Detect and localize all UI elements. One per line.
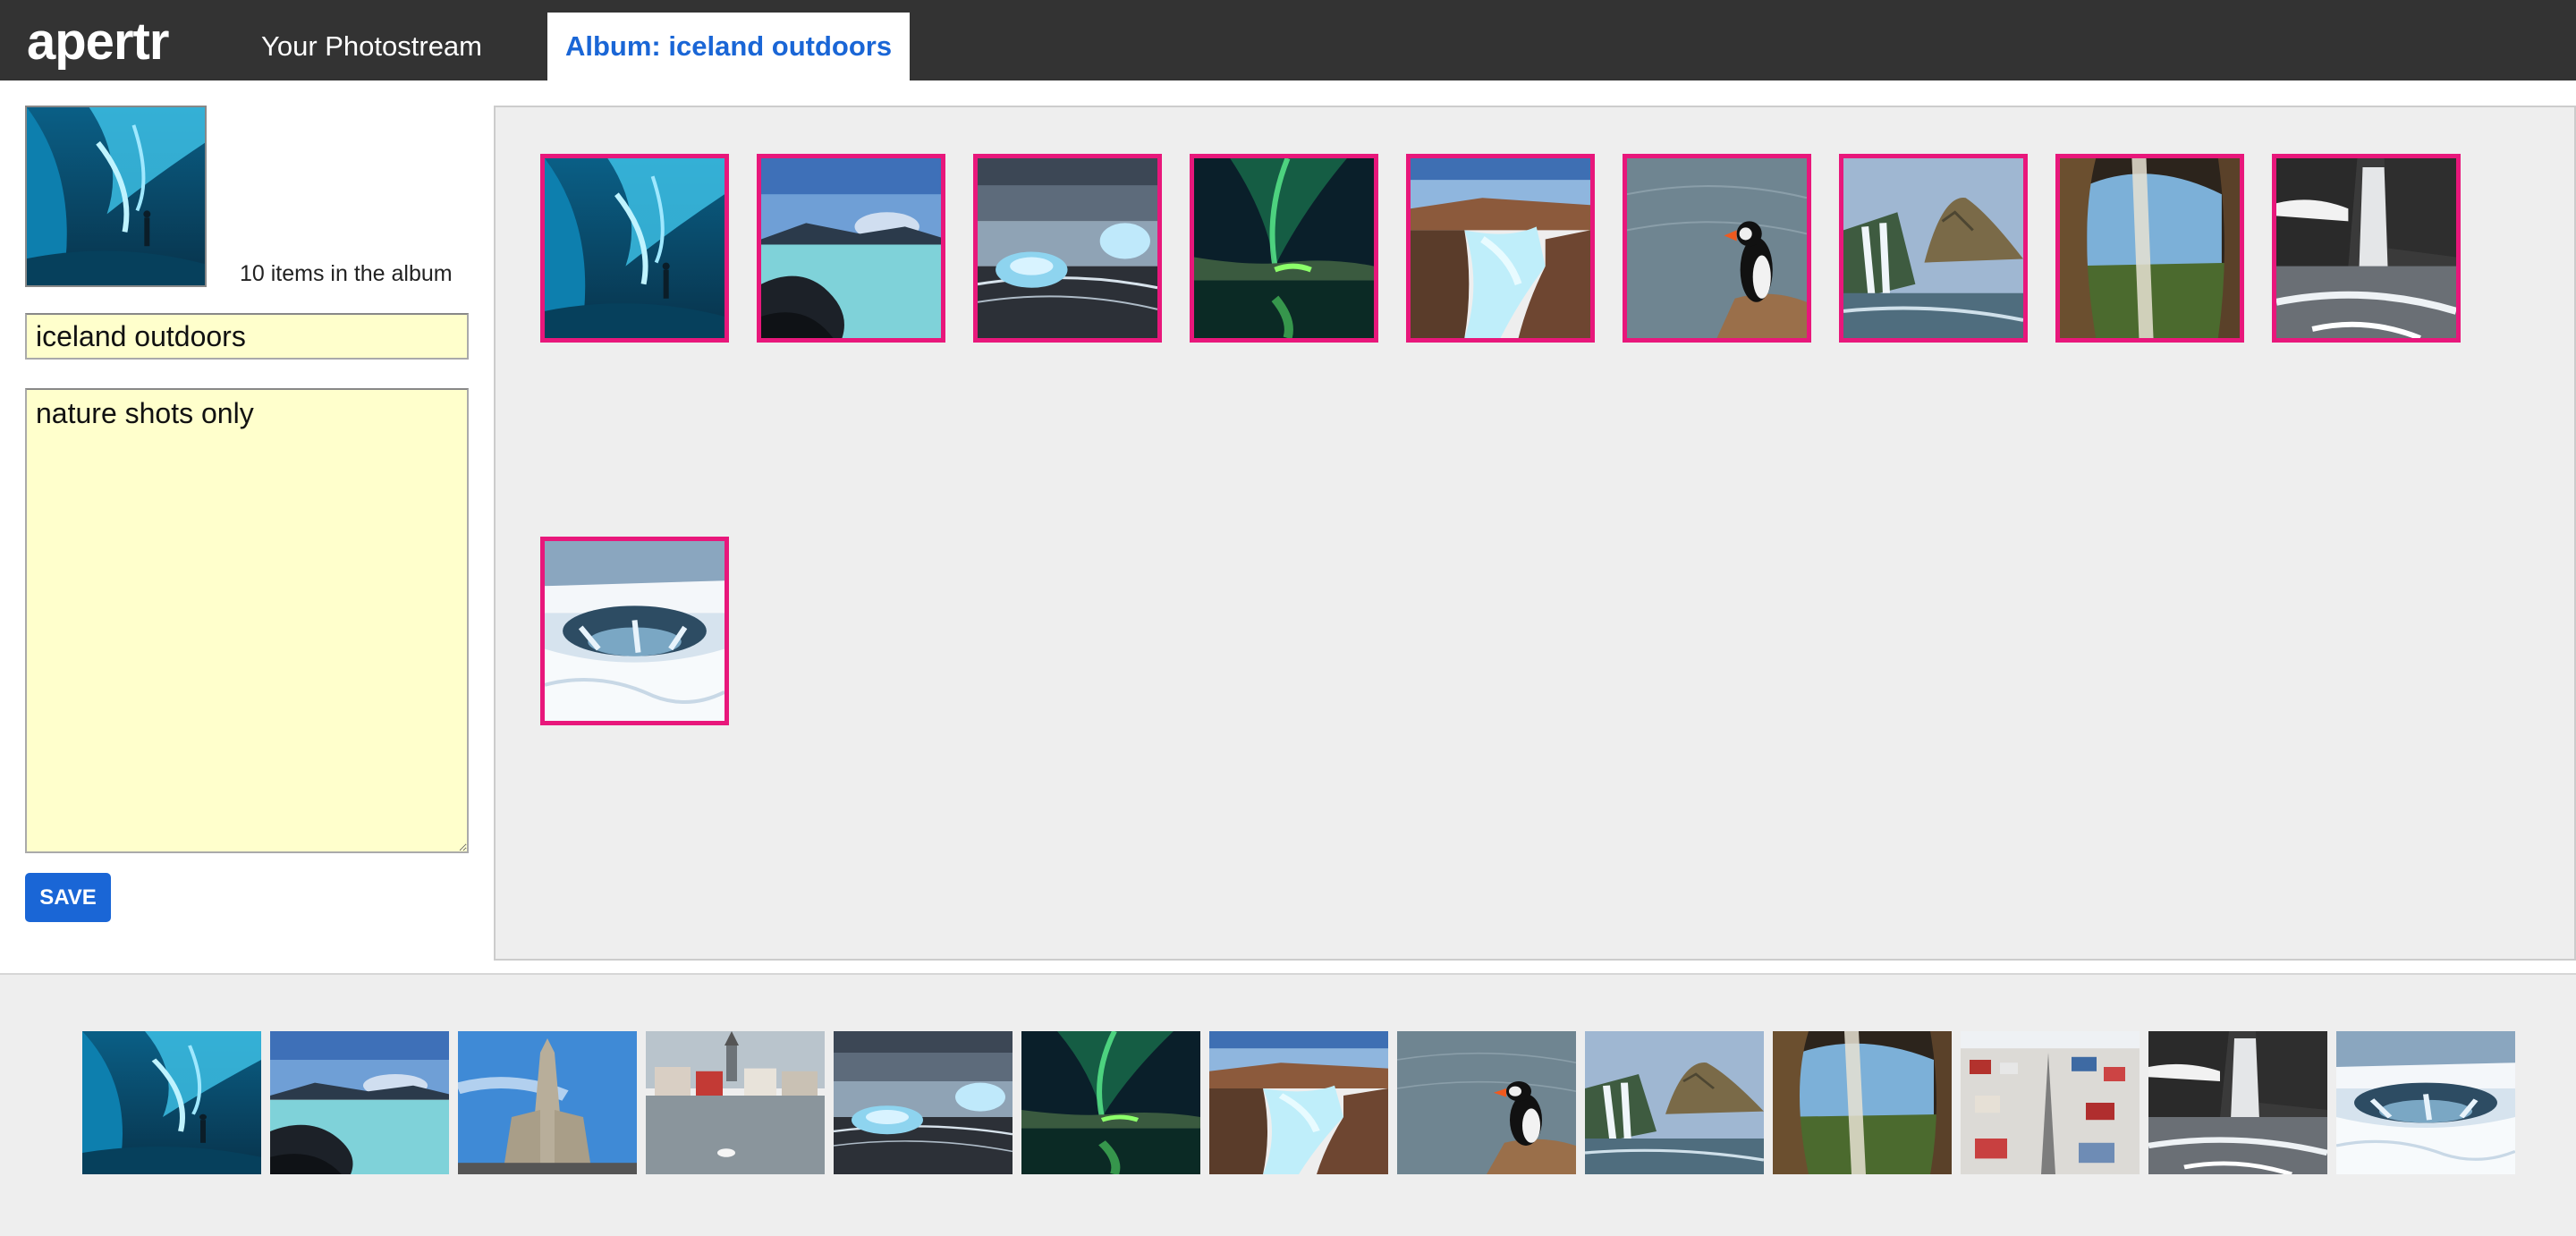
album-photo[interactable] (540, 537, 729, 725)
photostream-photo[interactable] (82, 1031, 261, 1174)
photo-image (2148, 1031, 2327, 1174)
app-logo[interactable]: apertr (27, 13, 169, 71)
photostream-photo[interactable] (1585, 1031, 1764, 1174)
photostream-photo[interactable] (1397, 1031, 1576, 1174)
top-bar: apertr Your Photostream Album: iceland o… (0, 0, 2576, 80)
photo-image (1209, 1031, 1388, 1174)
photo-image (27, 107, 205, 285)
album-photo-grid (494, 106, 2576, 961)
tab-photostream[interactable]: Your Photostream (261, 30, 483, 62)
photostream-photo[interactable] (1209, 1031, 1388, 1174)
photo-image (545, 158, 724, 338)
photo-image (646, 1031, 825, 1174)
photo-image (1585, 1031, 1764, 1174)
album-photo[interactable] (973, 154, 1162, 343)
photo-image (1194, 158, 1374, 338)
photo-image (1411, 158, 1590, 338)
album-description-textarea[interactable]: nature shots only (25, 388, 469, 853)
photo-image (270, 1031, 449, 1174)
photostream-photo[interactable] (1773, 1031, 1952, 1174)
save-button[interactable]: SAVE (25, 873, 111, 922)
album-photo[interactable] (2272, 154, 2461, 343)
photo-image (458, 1031, 637, 1174)
photostream-photo[interactable] (1021, 1031, 1200, 1174)
album-cover-photo[interactable] (25, 106, 207, 287)
album-photo[interactable] (1839, 154, 2028, 343)
photo-image (2336, 1031, 2515, 1174)
photo-image (2060, 158, 2240, 338)
photo-image (1961, 1031, 2140, 1174)
photostream-photo[interactable] (458, 1031, 637, 1174)
photo-image (545, 541, 724, 721)
photo-image (82, 1031, 261, 1174)
photo-image (1397, 1031, 1576, 1174)
album-title-input[interactable] (25, 313, 469, 360)
album-photo[interactable] (2055, 154, 2244, 343)
photostream-photo[interactable] (270, 1031, 449, 1174)
album-photo[interactable] (540, 154, 729, 343)
photo-image (1627, 158, 1807, 338)
photostream-photo[interactable] (1961, 1031, 2140, 1174)
album-photo[interactable] (1190, 154, 1378, 343)
photostream-photo[interactable] (2148, 1031, 2327, 1174)
photo-image (834, 1031, 1013, 1174)
photo-image (1843, 158, 2023, 338)
photo-image (1773, 1031, 1952, 1174)
tab-album[interactable]: Album: iceland outdoors (547, 13, 911, 80)
photostream-photo[interactable] (2336, 1031, 2515, 1174)
photostream-photo[interactable] (646, 1031, 825, 1174)
album-photo[interactable] (1623, 154, 1811, 343)
album-photo[interactable] (1406, 154, 1595, 343)
album-item-count: 10 items in the album (240, 261, 453, 286)
photostream-photo[interactable] (834, 1031, 1013, 1174)
photo-image (2276, 158, 2456, 338)
photo-image (978, 158, 1157, 338)
photo-image (1021, 1031, 1200, 1174)
photo-image (761, 158, 941, 338)
album-photo[interactable] (757, 154, 945, 343)
